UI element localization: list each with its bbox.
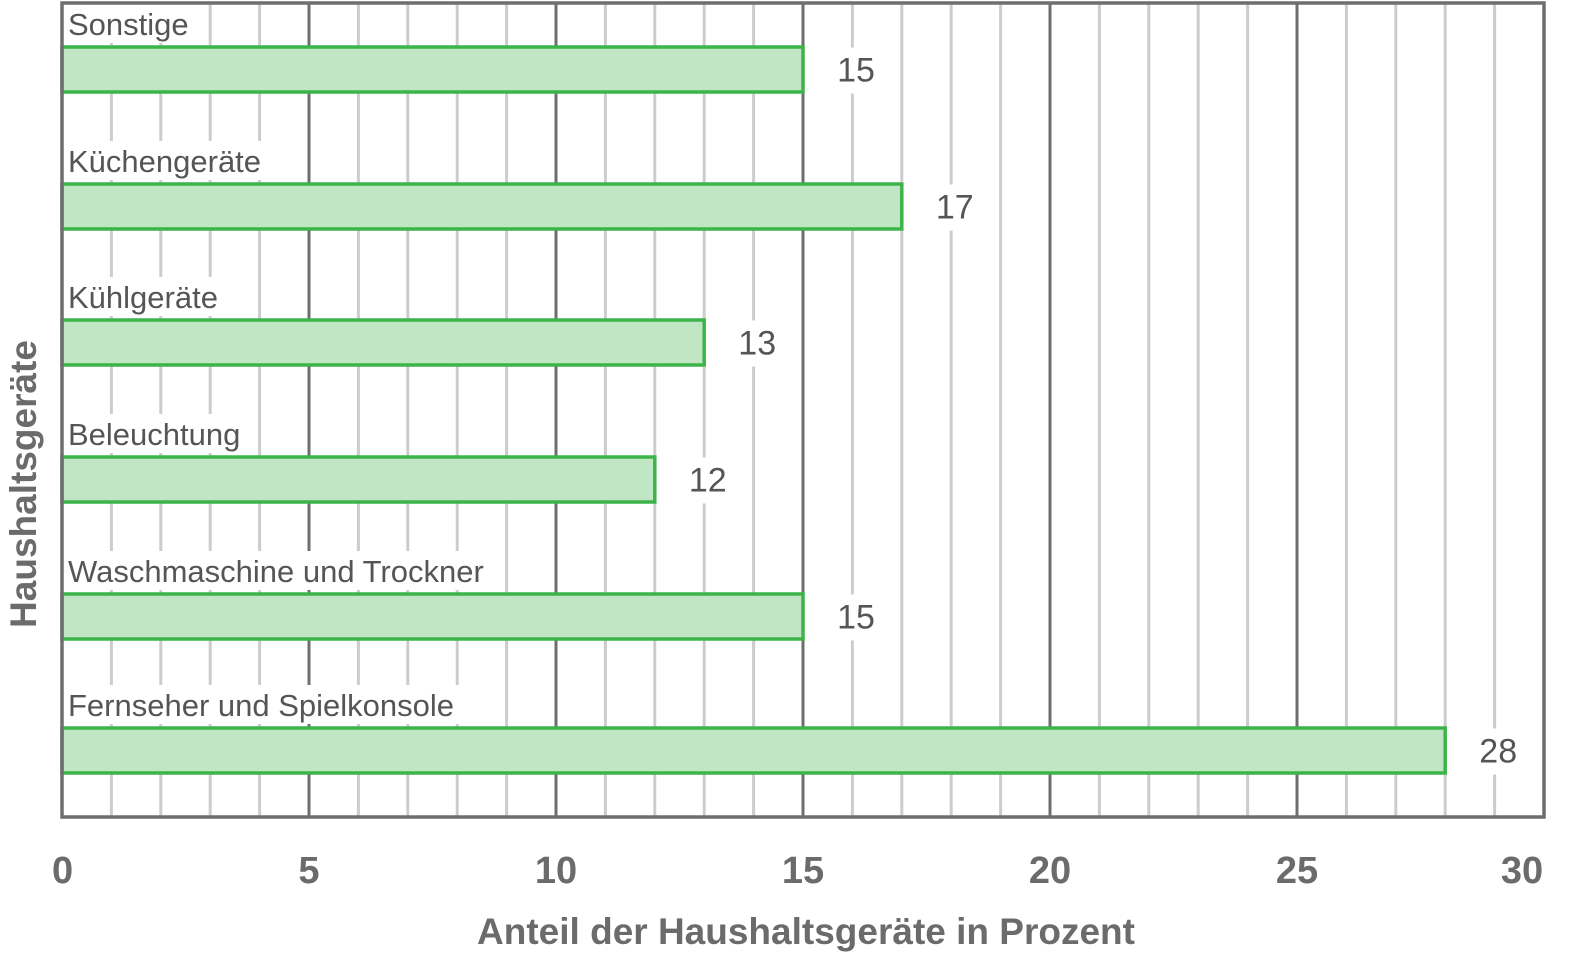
x-axis-title: Anteil der Haushaltsgeräte in Prozent (477, 911, 1135, 952)
value-label: 28 (1479, 733, 1517, 771)
value-label: 17 (936, 189, 974, 227)
bar (60, 455, 657, 504)
category-label: Fernseher und Spielkonsole (68, 688, 454, 723)
category-label-background (63, 141, 267, 180)
category-label: Waschmaschine und Trockner (68, 554, 484, 589)
x-tick-label: 25 (1276, 850, 1318, 892)
value-label: 15 (837, 52, 875, 90)
bar (60, 45, 805, 94)
value-label-background (682, 457, 733, 504)
category-label-background (63, 4, 194, 43)
bar (60, 318, 706, 367)
category-label-background (63, 685, 460, 724)
x-tick-labels: 0 5 10 15 20 25 30 (52, 850, 1543, 892)
value-label-background (831, 47, 881, 94)
plot-frame (60, 1, 1546, 819)
bars-group: Sonstige 15 Küchengeräte 17 Kühlgeräte 13 Bele… (60, 4, 1524, 775)
category-label: Kühlgeräte (68, 280, 218, 315)
value-label: 13 (738, 325, 776, 363)
value-label-background (831, 594, 881, 641)
category-label: Küchengeräte (68, 144, 261, 179)
category-label-background (63, 277, 223, 316)
x-tick-label: 30 (1501, 850, 1543, 892)
x-tick-label: 15 (782, 850, 824, 892)
grid-lines (109, 3, 1497, 817)
value-label-background (1473, 728, 1524, 775)
category-label-background (63, 414, 246, 453)
bar (60, 726, 1447, 775)
x-tick-label: 5 (298, 850, 319, 892)
value-label: 12 (689, 462, 727, 500)
x-tick-label: 10 (535, 850, 577, 892)
x-tick-label: 20 (1029, 850, 1071, 892)
category-label: Beleuchtung (68, 417, 240, 452)
bar (60, 182, 904, 231)
value-label-background (929, 184, 980, 231)
category-label: Sonstige (68, 7, 189, 42)
bar (60, 592, 805, 641)
value-label: 15 (837, 599, 875, 637)
y-axis-title: Haushaltsgeräte (3, 340, 44, 628)
category-label-background (63, 551, 489, 590)
x-tick-label: 0 (52, 850, 73, 892)
value-label-background (732, 320, 783, 367)
